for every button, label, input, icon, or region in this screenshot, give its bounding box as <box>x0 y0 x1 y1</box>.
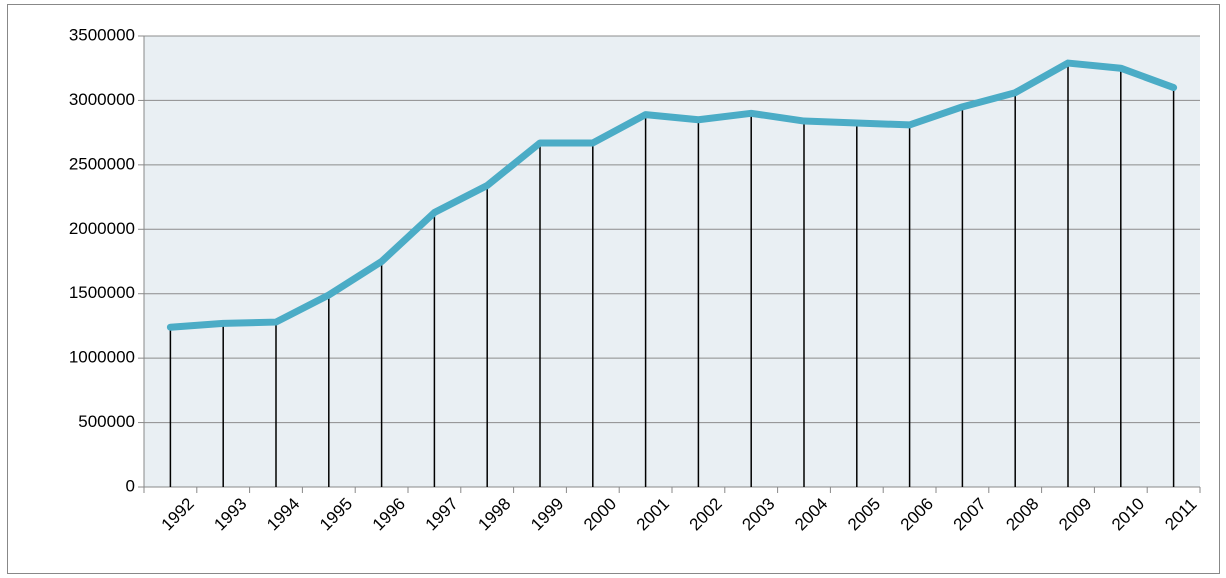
y-tick-label: 3500000 <box>69 25 135 44</box>
y-tick-label: 0 <box>126 476 135 495</box>
y-tick-label: 2500000 <box>69 154 135 173</box>
y-tick-label: 3000000 <box>69 90 135 109</box>
y-tick-label: 1000000 <box>69 348 135 367</box>
y-tick-label: 500000 <box>78 412 135 431</box>
plot-area <box>144 36 1200 487</box>
data-line <box>166 59 1178 331</box>
y-tick-label: 2000000 <box>69 219 135 238</box>
y-tick-label: 1500000 <box>69 283 135 302</box>
